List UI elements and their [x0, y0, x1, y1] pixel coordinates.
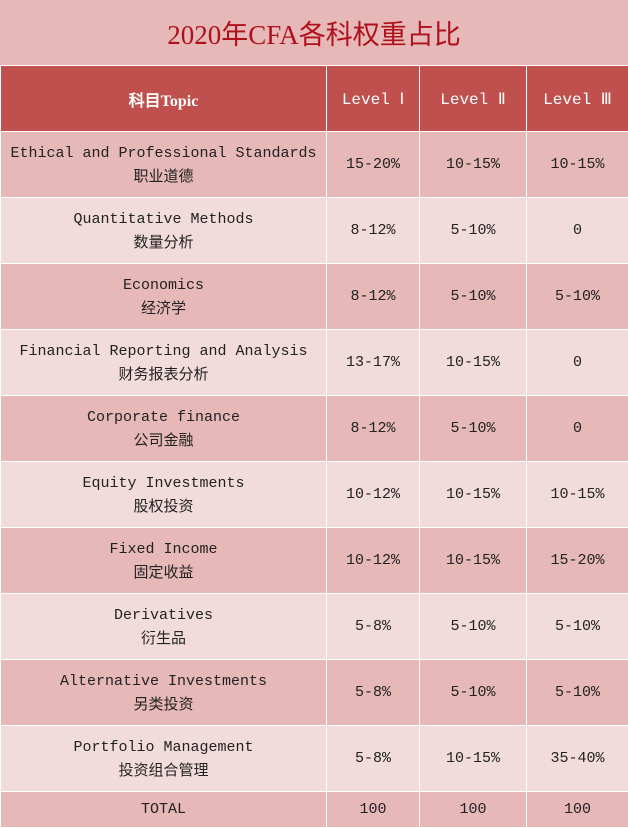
header-level-1: Level Ⅰ — [326, 65, 420, 132]
level-2-cell: 5-10% — [419, 395, 527, 462]
topic-cell: Derivatives 衍生品 — [0, 593, 327, 660]
header-topic: 科目Topic — [0, 65, 327, 132]
level-1-cell: 8-12% — [326, 395, 420, 462]
table-row: Quantitative Methods 数量分析 8-12% 5-10% 0 — [0, 197, 628, 264]
total-level-2: 100 — [419, 791, 527, 828]
table-row: Equity Investments 股权投资 10-12% 10-15% 10-15% — [0, 461, 628, 528]
table-row: Fixed Income 固定收益 10-12% 10-15% 15-20% — [0, 527, 628, 594]
topic-en: Economics — [122, 276, 204, 294]
level-3-cell: 35-40% — [526, 725, 628, 792]
topic-en: Quantitative Methods — [73, 210, 254, 228]
topic-cell: Financial Reporting and Analysis 财务报表分析 — [0, 329, 327, 396]
topic-cell: Ethical and Professional Standards 职业道德 — [0, 131, 327, 198]
level-3-cell: 15-20% — [526, 527, 628, 594]
topic-zh: 职业道德 — [133, 166, 194, 185]
table-row: Derivatives 衍生品 5-8% 5-10% 5-10% — [0, 593, 628, 660]
table-row: Financial Reporting and Analysis 财务报表分析 13… — [0, 329, 628, 396]
topic-cell: Fixed Income 固定收益 — [0, 527, 327, 594]
level-1-cell: 5-8% — [326, 659, 420, 726]
level-3-cell: 0 — [526, 395, 628, 462]
topic-cell: Corporate finance 公司金融 — [0, 395, 327, 462]
level-1-cell: 5-8% — [326, 593, 420, 660]
topic-en: Corporate finance — [86, 408, 241, 426]
level-2-cell: 10-15% — [419, 725, 527, 792]
level-2-cell: 10-15% — [419, 131, 527, 198]
weights-table: 科目Topic Level Ⅰ Level Ⅱ Level Ⅲ Ethical … — [0, 65, 628, 828]
level-1-cell: 8-12% — [326, 197, 420, 264]
level-1-cell: 10-12% — [326, 461, 420, 528]
topic-en: Equity Investments — [82, 474, 245, 492]
topic-zh: 固定收益 — [133, 562, 194, 581]
topic-zh: 财务报表分析 — [118, 364, 209, 383]
table-title: 2020年CFA各科权重占比 — [0, 0, 628, 65]
level-3-cell: 5-10% — [526, 593, 628, 660]
header-level-3: Level Ⅲ — [526, 65, 628, 132]
level-1-cell: 13-17% — [326, 329, 420, 396]
topic-zh: 数量分析 — [133, 232, 194, 251]
topic-zh: 衍生品 — [140, 628, 186, 647]
topic-zh: 另类投资 — [133, 694, 194, 713]
level-3-cell: 10-15% — [526, 461, 628, 528]
topic-cell: Quantitative Methods 数量分析 — [0, 197, 327, 264]
level-3-cell: 5-10% — [526, 659, 628, 726]
topic-zh: 投资组合管理 — [118, 760, 209, 779]
level-3-cell: 0 — [526, 197, 628, 264]
level-2-cell: 5-10% — [419, 593, 527, 660]
total-level-3: 100 — [526, 791, 628, 828]
level-3-cell: 0 — [526, 329, 628, 396]
header-row: 科目Topic Level Ⅰ Level Ⅱ Level Ⅲ — [0, 65, 628, 132]
topic-en: Fixed Income — [109, 540, 218, 558]
table-row: Portfolio Management 投资组合管理 5-8% 10-15% 35-4… — [0, 725, 628, 792]
level-2-cell: 10-15% — [419, 527, 527, 594]
level-2-cell: 5-10% — [419, 263, 527, 330]
level-1-cell: 5-8% — [326, 725, 420, 792]
level-3-cell: 10-15% — [526, 131, 628, 198]
level-1-cell: 10-12% — [326, 527, 420, 594]
level-2-cell: 5-10% — [419, 659, 527, 726]
topic-zh: 公司金融 — [133, 430, 194, 449]
total-level-1: 100 — [326, 791, 420, 828]
topic-en: Derivatives — [113, 606, 214, 624]
topic-en: Alternative Investments — [59, 672, 268, 690]
header-level-2: Level Ⅱ — [419, 65, 527, 132]
total-label: TOTAL — [0, 791, 327, 828]
topic-en: Ethical and Professional Standards — [10, 144, 317, 162]
total-row: TOTAL 100 100 100 — [0, 791, 628, 828]
table-row: Alternative Investments 另类投资 5-8% 5-10% 5-10… — [0, 659, 628, 726]
level-3-cell: 5-10% — [526, 263, 628, 330]
level-2-cell: 10-15% — [419, 461, 527, 528]
table-row: Ethical and Professional Standards 职业道德 15… — [0, 131, 628, 198]
level-1-cell: 15-20% — [326, 131, 420, 198]
topic-cell: Alternative Investments 另类投资 — [0, 659, 327, 726]
topic-cell: Equity Investments 股权投资 — [0, 461, 327, 528]
topic-zh: 经济学 — [140, 298, 186, 317]
topic-cell: Portfolio Management 投资组合管理 — [0, 725, 327, 792]
topic-en: Portfolio Management — [73, 738, 254, 756]
topic-cell: Economics 经济学 — [0, 263, 327, 330]
table-row: Corporate finance 公司金融 8-12% 5-10% 0 — [0, 395, 628, 462]
topic-zh: 股权投资 — [133, 496, 194, 515]
level-2-cell: 10-15% — [419, 329, 527, 396]
table-row: Economics 经济学 8-12% 5-10% 5-10% — [0, 263, 628, 330]
level-1-cell: 8-12% — [326, 263, 420, 330]
level-2-cell: 5-10% — [419, 197, 527, 264]
topic-en: Financial Reporting and Analysis — [19, 342, 308, 360]
